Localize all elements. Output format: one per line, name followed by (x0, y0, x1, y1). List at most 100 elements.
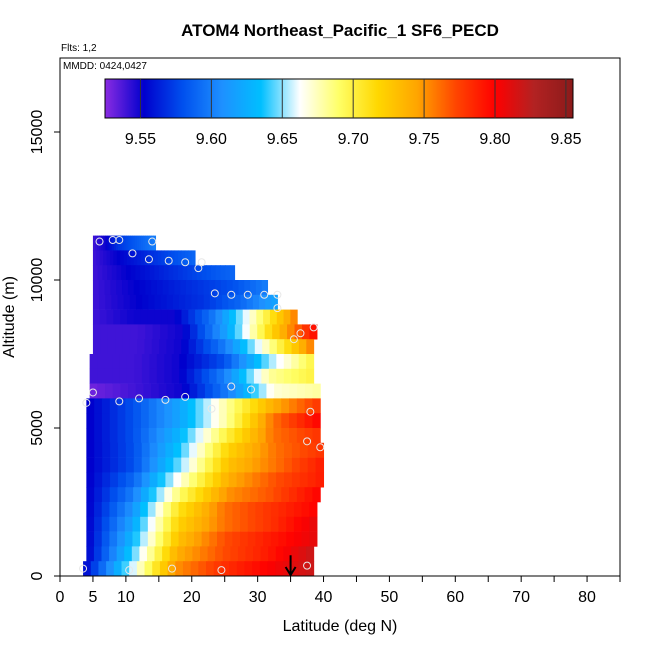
heatmap-cell (116, 546, 125, 562)
heatmap-cell (284, 339, 293, 355)
heatmap-cell (156, 354, 165, 370)
colorbar-tick-label: 9.80 (479, 131, 510, 148)
heatmap-cell (181, 250, 186, 266)
heatmap-cell (221, 561, 230, 577)
heatmap-cell (143, 235, 146, 251)
heatmap-cell (156, 487, 165, 503)
heatmap-cell (234, 398, 243, 414)
heatmap-cell (122, 280, 129, 296)
heatmap-cell (211, 398, 220, 414)
heatmap-cell (111, 294, 119, 310)
heatmap-cell (98, 280, 106, 296)
heatmap-cell (234, 487, 243, 503)
heatmap-cell (103, 250, 108, 266)
heatmap-cell (133, 413, 142, 429)
heatmap-cell (136, 561, 146, 577)
heatmap-cell (116, 280, 123, 296)
heatmap-cell (236, 442, 245, 458)
heatmap-cell (209, 294, 217, 310)
heatmap-cell (125, 457, 135, 473)
heatmap-cell (273, 413, 282, 429)
heatmap-cell (188, 250, 193, 266)
heatmap-cell (284, 442, 293, 458)
heatmap-cell (201, 265, 207, 281)
heatmap-cell (249, 324, 258, 340)
heatmap-cell (186, 516, 195, 532)
heatmap-cell (140, 235, 144, 251)
heatmap-cell (215, 280, 222, 296)
heatmap-cell (117, 428, 126, 444)
heatmap-cell (159, 561, 169, 577)
heatmap-cell (167, 561, 176, 577)
heatmap-cell (182, 561, 192, 577)
heatmap-cell (268, 354, 277, 370)
heatmap-cell (94, 428, 103, 444)
heatmap-cell (173, 472, 182, 488)
heatmap-cell (124, 546, 133, 562)
sample-point (303, 561, 312, 570)
heatmap-cell (283, 309, 291, 325)
heatmap-cell (218, 339, 226, 355)
heatmap-cell (122, 339, 131, 355)
heatmap-cell (181, 309, 189, 325)
heatmap-cell (130, 250, 135, 266)
sample-point (303, 437, 312, 446)
heatmap-cell (257, 324, 266, 340)
heatmap-cell (291, 354, 300, 370)
heatmap-cell (113, 561, 122, 577)
heatmap-cell (141, 472, 151, 488)
heatmap-cell (148, 294, 155, 310)
heatmap-cell (94, 502, 103, 518)
heatmap-cell (96, 250, 101, 266)
heatmap-cell (92, 235, 96, 251)
sample-point (273, 304, 282, 313)
heatmap-cell (123, 250, 128, 266)
heatmap-cell (195, 309, 203, 325)
heatmap-cell (86, 531, 95, 547)
heatmap-cell (172, 398, 181, 414)
heatmap-cell (240, 294, 248, 310)
heatmap-cell (167, 324, 176, 340)
heatmap-cell (134, 368, 143, 384)
heatmap-cell (258, 383, 267, 399)
heatmap-cell (203, 398, 212, 414)
heatmap-cell (224, 531, 233, 547)
heatmap-cell (90, 561, 99, 577)
heatmap-cell (130, 324, 139, 340)
heatmap-cell (203, 487, 212, 503)
heatmap-cell (97, 265, 103, 281)
heatmap-cell (209, 516, 218, 532)
heatmap-cell (147, 516, 157, 532)
heatmap-cell (244, 442, 253, 458)
heatmap-cell (256, 309, 264, 325)
heatmap-cell (246, 294, 254, 310)
heatmap-cell (197, 442, 206, 458)
heatmap-cell (232, 531, 241, 547)
heatmap-cell (191, 280, 199, 296)
heatmap-cell (140, 531, 149, 547)
heatmap-cell (156, 280, 164, 296)
heatmap-cell (178, 516, 187, 532)
heatmap-cell (125, 428, 134, 444)
heatmap-cell (242, 324, 251, 340)
heatmap-cell (147, 235, 150, 251)
heatmap-cell (92, 309, 101, 325)
colorbar-tick-label: 9.70 (338, 131, 369, 148)
heatmap-cell (218, 413, 228, 429)
heatmap-cell (97, 368, 106, 384)
heatmap-cell (158, 383, 168, 399)
heatmap-cell (212, 383, 221, 399)
heatmap-cell (109, 546, 118, 562)
heatmap-cell (117, 502, 126, 518)
heatmap-cell (126, 368, 135, 384)
heatmap-cell (234, 428, 243, 444)
heatmap-cell (215, 294, 223, 310)
heatmap-cell (101, 398, 111, 414)
heatmap-cell (255, 531, 264, 547)
heatmap-cell (232, 339, 241, 355)
heatmap-cell (102, 457, 111, 473)
heatmap-cell (89, 383, 98, 399)
heatmap-cell (147, 502, 157, 518)
plot-frame (59, 57, 621, 577)
heatmap-cell (166, 294, 174, 310)
